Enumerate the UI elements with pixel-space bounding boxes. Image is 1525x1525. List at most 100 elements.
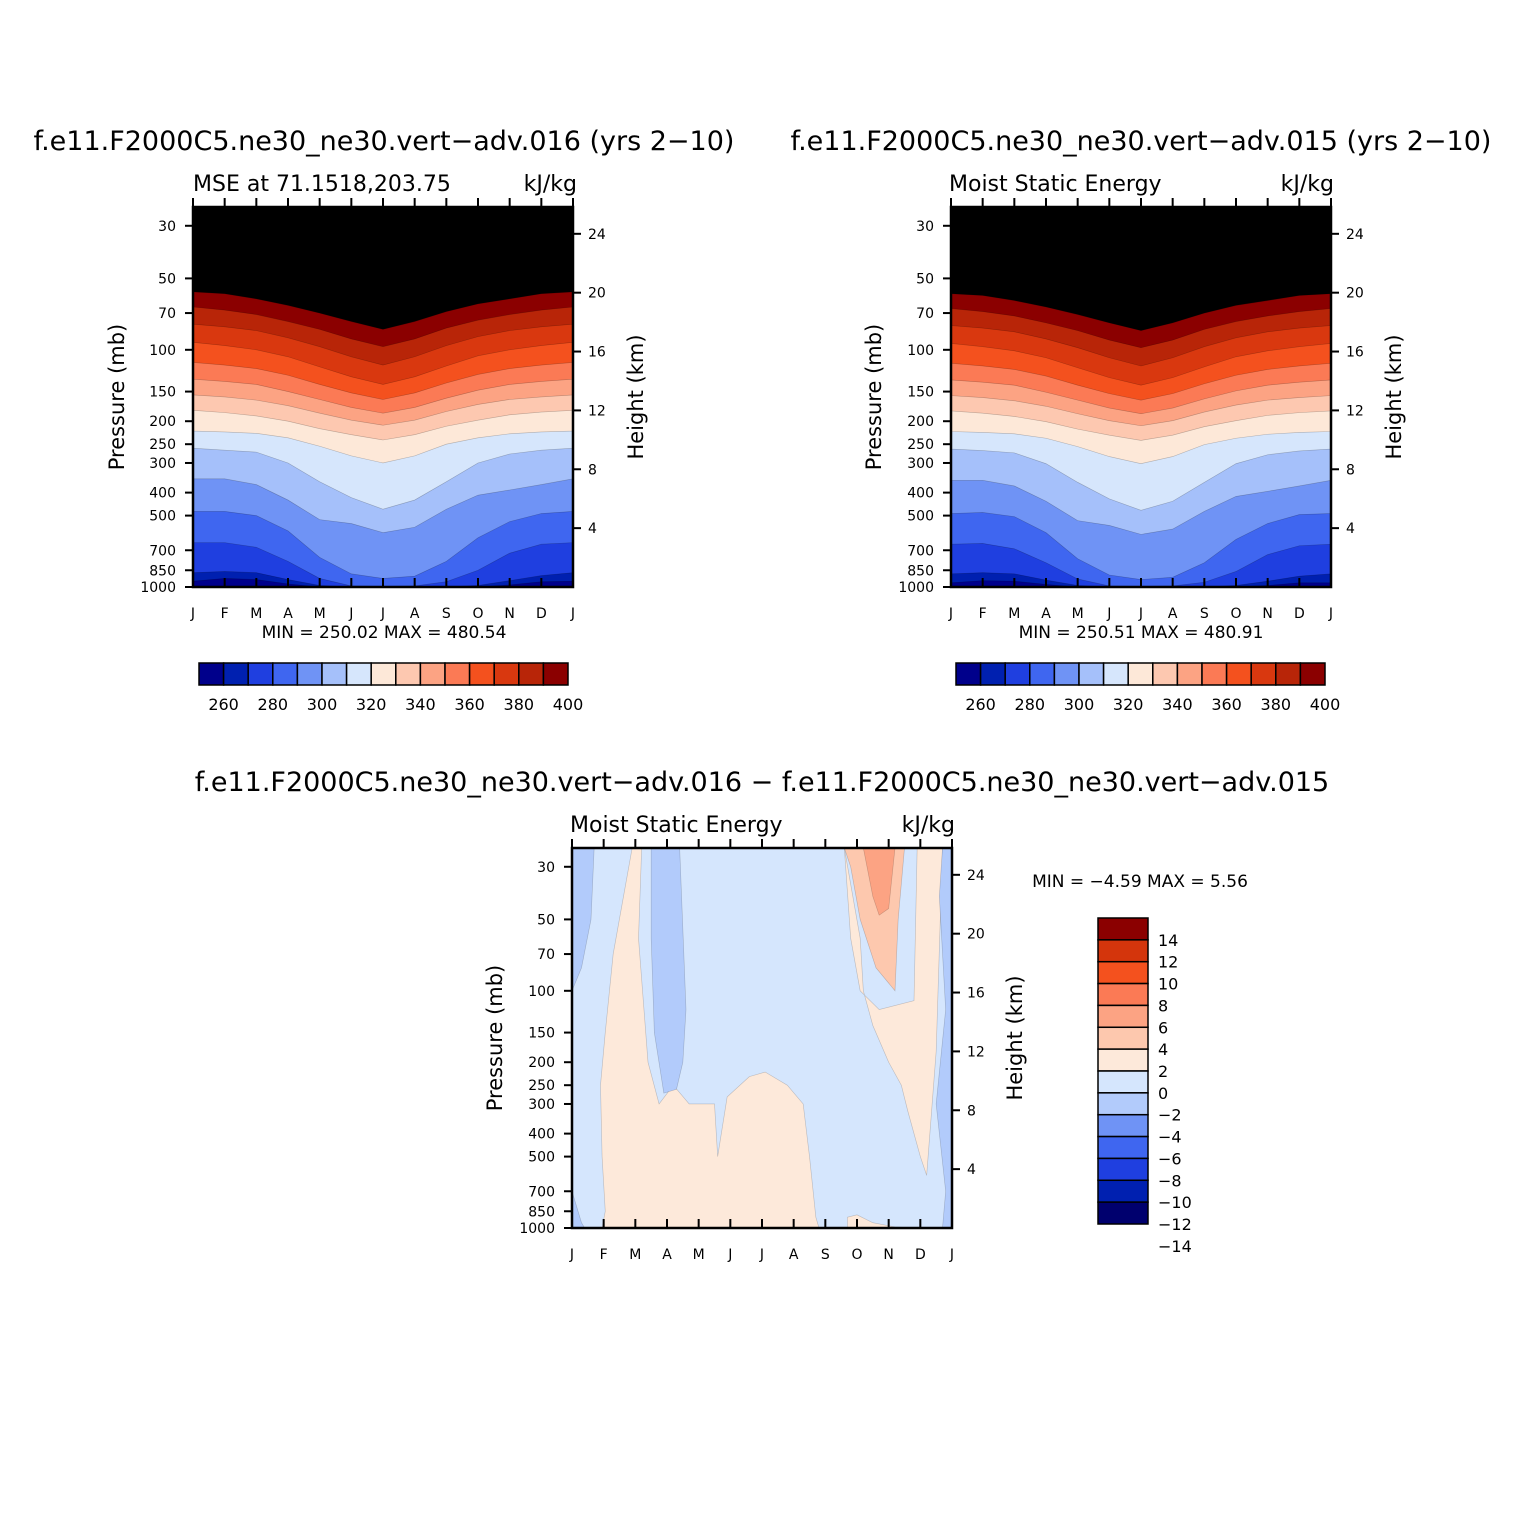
colorbar-label: 12 (1158, 953, 1178, 972)
x-tick-label: O (472, 606, 483, 622)
height-tick-label: 8 (1346, 462, 1355, 478)
height-tick-label: 16 (1346, 345, 1364, 361)
contour-band-15 (951, 207, 1331, 331)
panel-1-header: f.e11.F2000C5.ne30_ne30.vert−adv.016 (yr… (34, 126, 735, 157)
panel-1-ylabel: Pressure (mb) (105, 324, 129, 471)
x-tick-label: J (1138, 606, 1143, 622)
colorbar-label: 360 (1211, 695, 1242, 714)
x-tick-label: J (759, 1247, 764, 1263)
colorbar-label: 4 (1158, 1040, 1168, 1059)
p-tick-label: 100 (907, 343, 934, 359)
p-tick-label: 150 (528, 1026, 555, 1042)
p-tick-label: 700 (528, 1184, 555, 1200)
x-tick-label: M (1072, 606, 1084, 622)
diff-region-7 (935, 848, 952, 1228)
colorbar-label: 320 (356, 695, 387, 714)
panel-2-contour-fill (951, 207, 1331, 587)
colorbar-box (955, 662, 982, 686)
colorbar-box (1152, 662, 1179, 686)
x-tick-label: M (629, 1247, 641, 1263)
panel-3-units: kJ/kg (902, 813, 955, 838)
p-tick-label: 70 (916, 306, 934, 322)
colorbar-box (1097, 917, 1149, 941)
colorbar-box (1097, 982, 1149, 1007)
colorbar-box (1097, 1026, 1149, 1050)
colorbar-box (1029, 662, 1056, 686)
panel-3-y2label: Height (km) (1003, 975, 1027, 1100)
panel-2-header: f.e11.F2000C5.ne30_ne30.vert−adv.015 (yr… (791, 126, 1492, 157)
colorbar-label: 340 (405, 695, 436, 714)
p-tick-label: 300 (907, 456, 934, 472)
x-tick-label: O (851, 1247, 862, 1263)
p-tick-label: 250 (528, 1078, 555, 1094)
p-tick-label: 850 (528, 1204, 555, 1220)
p-tick-label: 1000 (519, 1221, 555, 1237)
panel-2: f.e11.F2000C5.ne30_ne30.vert−adv.015 (yr… (791, 126, 1492, 714)
p-tick-label: 700 (907, 543, 934, 559)
height-tick-label: 12 (967, 1044, 985, 1060)
x-tick-label: S (1200, 606, 1209, 622)
p-tick-label: 1000 (898, 580, 934, 596)
colorbar-box (493, 662, 520, 686)
x-tick-label: J (1106, 606, 1111, 622)
colorbar-label: 380 (1261, 695, 1292, 714)
height-tick-label: 20 (588, 286, 606, 302)
colorbar-box (1097, 1157, 1149, 1182)
colorbar-box (198, 662, 225, 686)
x-tick-label: J (949, 1247, 954, 1263)
panel-2-colorbar: 260 280 300 320 340 360 380 400 (955, 662, 1340, 714)
colorbar-box (1097, 1048, 1149, 1072)
diff-region-6 (572, 848, 595, 991)
p-tick-label: 30 (158, 219, 176, 235)
p-tick-label: 400 (149, 486, 176, 502)
p-tick-label: 200 (149, 414, 176, 430)
panel-1-left-subtitle: MSE at 71.1518,203.75 (193, 172, 451, 197)
x-tick-label: J (569, 1247, 574, 1263)
p-tick-label: 500 (528, 1150, 555, 1166)
height-tick-label: 16 (967, 986, 985, 1002)
panel-1-contour-fill (193, 207, 573, 587)
x-tick-label: D (1294, 606, 1305, 622)
panel-3-axes: J F M A M J J A S O N D J 30 50 70 100 150 200 250 300 400 500… (519, 839, 985, 1263)
panel-2-minmax: MIN = 250.51 MAX = 480.91 (1019, 623, 1264, 643)
colorbar-box (419, 662, 446, 686)
x-tick-label: M (693, 1247, 705, 1263)
colorbar-box (518, 662, 545, 686)
colorbar-box (542, 662, 569, 686)
panel-3-minmax: MIN = −4.59 MAX = 5.56 (1032, 872, 1248, 892)
p-tick-label: 70 (158, 306, 176, 322)
colorbar-box (1176, 662, 1203, 686)
colorbar-box (1097, 1179, 1149, 1203)
height-tick-label: 20 (1346, 286, 1364, 302)
colorbar-box (444, 662, 471, 686)
colorbar-label: 360 (454, 695, 485, 714)
colorbar-box (1078, 662, 1105, 686)
colorbar-box (1225, 662, 1252, 686)
p-tick-label: 30 (537, 860, 555, 876)
colorbar-box (1097, 1004, 1149, 1029)
panel-3-left-subtitle: Moist Static Energy (570, 813, 783, 838)
colorbar-label: 380 (504, 695, 535, 714)
panel-1-colorbar: 260 280 300 320 340 360 380 400 (198, 662, 583, 714)
panel-1-y2label: Height (km) (624, 334, 648, 459)
height-tick-label: 12 (1346, 403, 1364, 419)
colorbar-label: 6 (1158, 1018, 1168, 1037)
x-tick-label: D (536, 606, 547, 622)
colorbar-box (1097, 939, 1149, 963)
colorbar-label: −6 (1158, 1149, 1182, 1168)
p-tick-label: 100 (528, 984, 555, 1000)
p-tick-label: 400 (528, 1127, 555, 1143)
x-tick-label: M (250, 606, 262, 622)
height-tick-label: 4 (1346, 521, 1355, 537)
diff-region-8 (572, 1191, 586, 1228)
colorbar-box (222, 662, 249, 686)
x-tick-label: F (600, 1247, 608, 1263)
colorbar-label: 8 (1158, 996, 1168, 1015)
x-tick-label: N (1262, 606, 1272, 622)
height-tick-label: 4 (588, 521, 597, 537)
colorbar-box (1097, 1135, 1149, 1160)
colorbar-box (321, 662, 348, 686)
panel-3-colorbar: 14 12 10 8 6 4 2 0 −2 −4 −6 −8 −10 −12 −14 (1097, 917, 1192, 1256)
colorbar-label: −10 (1158, 1193, 1192, 1212)
